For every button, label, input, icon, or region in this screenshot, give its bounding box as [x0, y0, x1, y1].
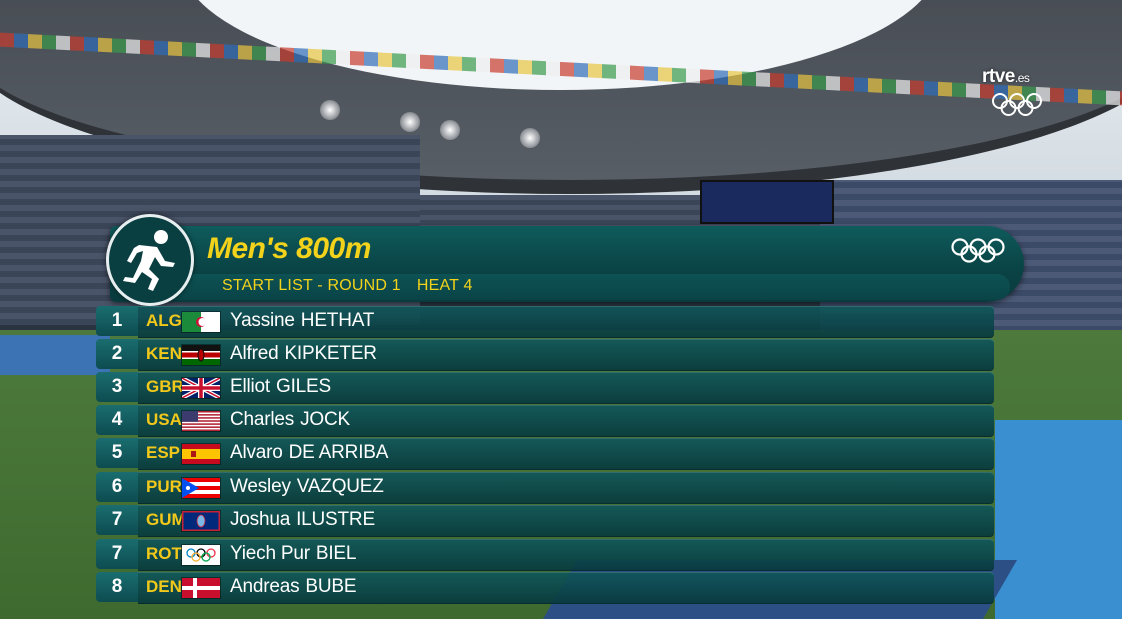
first-name: Charles [230, 409, 295, 430]
list-item: 7 ROT Yiech Pur BIEL [96, 539, 994, 571]
round-label: START LIST - ROUND 1 [222, 277, 401, 294]
last-name: BUBE [305, 576, 357, 597]
list-item: 1 ALG Yassine HETHAT [96, 306, 994, 338]
first-name: Andreas [230, 576, 300, 597]
list-item: 6 PUR Wesley VAZQUEZ [96, 472, 994, 504]
event-subtitle: START LIST - ROUND 1 HEAT 4 [222, 277, 489, 295]
floodlight [520, 128, 540, 148]
country-code: GUM [146, 510, 186, 529]
lane-number: 7 [96, 539, 138, 569]
flag-algeria-icon [181, 311, 221, 333]
flag-great-britain-icon [181, 377, 221, 399]
event-title: Men's 800m [207, 232, 371, 265]
country-code: ROT [146, 544, 182, 563]
country-code: PUR [146, 477, 182, 496]
lane-number: 5 [96, 438, 138, 468]
lane-number: 7 [96, 505, 138, 535]
row-bar [138, 306, 994, 338]
track-right [995, 420, 1122, 619]
lane-number: 1 [96, 306, 138, 336]
country-code: ESP [146, 443, 181, 462]
row-bar [138, 438, 994, 470]
flag-kenya-icon [181, 344, 221, 366]
row-bar [138, 472, 994, 504]
athlete-name: Alfred KIPKETER [230, 339, 377, 369]
row-bar [138, 505, 994, 537]
country-code: ALG [146, 311, 182, 330]
flag-spain-icon [181, 443, 221, 465]
broadcaster-name: rtve [982, 66, 1015, 87]
country-code: GBR [146, 377, 184, 396]
floodlight [320, 100, 340, 120]
last-name: GILES [275, 376, 331, 397]
row-bar [138, 539, 994, 571]
last-name: ILUSTRE [296, 509, 375, 530]
country-code: DEN [146, 577, 182, 596]
broadcaster-logo: rtve.es [982, 66, 1030, 88]
flag-denmark-icon [181, 577, 221, 599]
athlete-name: Wesley VAZQUEZ [230, 472, 384, 502]
flag-puerto-rico-icon [181, 477, 221, 499]
list-item: 8 DEN Andreas BUBE [96, 572, 994, 604]
olympic-rings-icon [992, 93, 1042, 116]
athlete-name: Joshua ILUSTRE [230, 505, 375, 535]
event-subheader [130, 274, 1010, 300]
athlete-name: Andreas BUBE [230, 572, 357, 602]
lane-number: 3 [96, 372, 138, 402]
flag-guam-icon [181, 510, 221, 532]
lane-number: 4 [96, 405, 138, 435]
first-name: Wesley [230, 476, 291, 497]
row-bar [138, 339, 994, 371]
list-item: 4 USA Charles JOCK [96, 405, 994, 437]
list-item: 2 KEN Alfred KIPKETER [96, 339, 994, 371]
athlete-name: Yiech Pur BIEL [230, 539, 356, 569]
athletics-runner-icon [106, 214, 194, 306]
flag-olympic-refugee-icon [181, 544, 221, 566]
list-item: 5 ESP Alvaro DE ARRIBA [96, 438, 994, 470]
heat-label: HEAT 4 [416, 277, 473, 294]
track-left [0, 335, 110, 375]
athlete-name: Elliot GILES [230, 372, 331, 402]
list-item: 3 GBR Elliot GILES [96, 372, 994, 404]
first-name: Alfred [230, 343, 279, 364]
country-code: USA [146, 410, 182, 429]
row-bar [138, 572, 994, 604]
athlete-name: Charles JOCK [230, 405, 350, 435]
country-code: KEN [146, 344, 182, 363]
first-name: Alvaro [230, 442, 283, 463]
stadium-video-board [700, 180, 834, 224]
last-name: BIEL [315, 543, 357, 564]
last-name: VAZQUEZ [296, 476, 384, 497]
floodlight [440, 120, 460, 140]
list-item: 7 GUM Joshua ILUSTRE [96, 505, 994, 537]
athlete-name: Yassine HETHAT [230, 306, 374, 336]
last-name: JOCK [300, 409, 350, 430]
lane-number: 6 [96, 472, 138, 502]
row-bar [138, 372, 994, 404]
flag-usa-icon [181, 410, 221, 432]
first-name: Elliot [230, 376, 270, 397]
first-name: Yassine [230, 310, 295, 331]
floodlight [400, 112, 420, 132]
lane-number: 2 [96, 339, 138, 369]
broadcaster-suffix: .es [1014, 71, 1030, 85]
last-name: KIPKETER [284, 343, 377, 364]
athlete-name: Alvaro DE ARRIBA [230, 438, 388, 468]
first-name: Joshua [230, 509, 291, 530]
lane-number: 8 [96, 572, 138, 602]
last-name: HETHAT [300, 310, 375, 331]
row-bar [138, 405, 994, 437]
last-name: DE ARRIBA [288, 442, 389, 463]
olympic-rings-icon [951, 238, 1005, 263]
first-name: Yiech Pur [230, 543, 310, 564]
